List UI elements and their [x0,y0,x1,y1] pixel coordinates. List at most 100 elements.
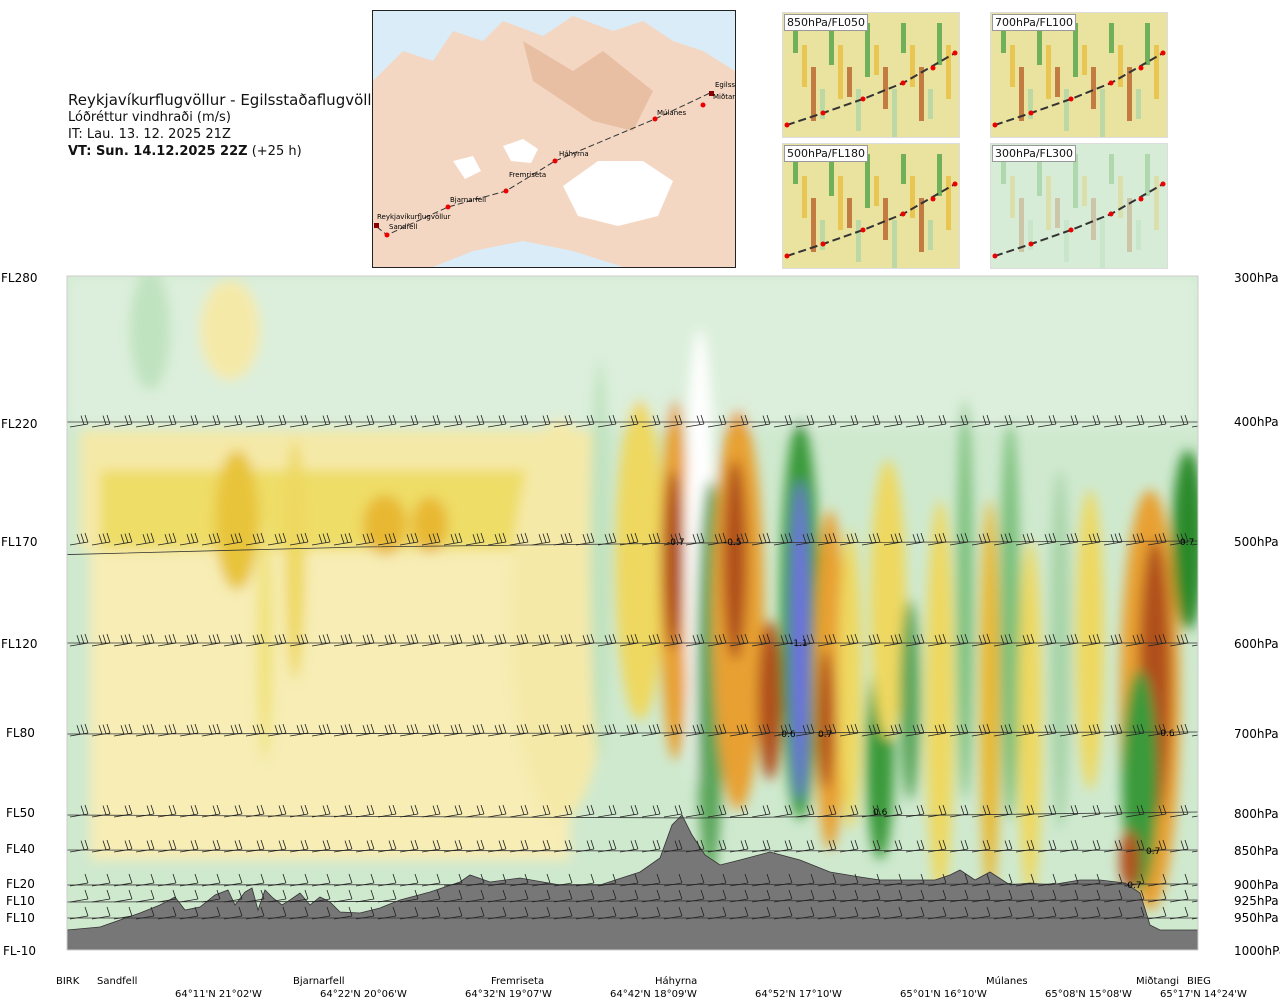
panel-streak [829,154,834,196]
wind-barb [201,633,221,647]
wind-barb [971,723,991,737]
wind-barb [575,723,595,737]
fl-label: FL-10 [3,944,36,958]
wind-barb [135,414,155,428]
panel-station-marker [992,253,998,259]
panel-streak [1037,23,1042,65]
wind-barb [1169,839,1189,853]
wind-barb [839,633,859,647]
wind-barb [113,873,133,887]
wind-barb [817,633,837,647]
hpa-label: 600hPa [1234,637,1279,651]
wind-barb [333,906,353,920]
wind-barb [531,723,551,737]
map-label-fremriseta: Fremriseta [509,171,546,179]
panel-streak [847,67,852,97]
wind-barb [905,839,925,853]
wind-barb [1169,906,1189,920]
contour-label: -1.1 [790,639,808,649]
wind-barb [729,633,749,647]
waypoint-label: Háhyrna [655,975,697,987]
wind-barb [993,723,1013,737]
panel-streak [928,89,933,119]
wind-barb [1125,532,1145,546]
panel-station-marker [900,80,906,86]
wind-barb [773,532,793,546]
coordinate-label: 64°22'N 20°06'W [320,989,407,1000]
wind-barb [861,839,881,853]
wind-barb [421,532,441,546]
wind-barb [377,889,397,903]
wind-barb [69,532,89,546]
wind-barb [421,723,441,737]
wind-barb [707,839,727,853]
wind-barb [575,532,595,546]
wind-barb [267,906,287,920]
hpa-label: 500hPa [1234,535,1279,549]
wind-barb [729,873,749,887]
wind-barb [927,414,947,428]
wind-barb [267,839,287,853]
wind-barb [927,804,947,818]
wind-barb [1125,414,1145,428]
wind-barb [575,906,595,920]
title-block: Reykjavíkurflugvöllur - Egilsstaðaflugvö… [68,92,387,160]
cross-section-chart: -0.7 -0.5 -1.1 -0.6 0.7 0.6 0.7 -0.6 0.7… [1,271,1280,1000]
issue-time: IT: Lau. 13. 12. 2025 21Z [68,127,231,142]
panel-streak [802,45,807,87]
wind-barb [223,804,243,818]
wind-barb [421,633,441,647]
route-map-svg: Reykjavíkurflugvöllur Sandfell Bjarnarfe… [373,11,735,267]
panel-streak [1019,67,1024,121]
wind-barb [201,804,221,818]
wind-barb [927,889,947,903]
panel-500hpa-label: 500hPa/FL180 [784,145,869,162]
wind-barb [333,723,353,737]
wind-barb [465,633,485,647]
wind-barb [531,804,551,818]
wind-barb [487,633,507,647]
wind-barb [443,839,463,853]
wind-barb [1037,633,1057,647]
panel-streak [937,23,942,65]
panel-streak [793,23,798,53]
wind-barb [1191,900,1198,903]
panel-streak [1064,220,1069,262]
wind-barb [487,906,507,920]
wind-barb [773,889,793,903]
wind-barb [1081,889,1101,903]
wind-barb [509,889,529,903]
wind-barb [839,804,859,818]
panel-station-marker [784,253,790,259]
map-label-sandfell: Sandfell [389,223,417,231]
hpa-label: 800hPa [1234,807,1279,821]
map-station-markers [374,91,714,238]
panel-streak [1118,176,1123,218]
fl-label: FL220 [1,417,38,431]
panel-streak [1046,45,1051,99]
wind-barb [135,532,155,546]
wind-barb [157,723,177,737]
wind-barb [1147,889,1167,903]
wind-barb [1147,633,1167,647]
wind-barb [641,414,661,428]
wind-barb [729,804,749,818]
wind-barb [1103,633,1123,647]
wind-barb [267,414,287,428]
wind-barb [927,532,947,546]
wind-barb [157,889,177,903]
coordinate-label: 64°32'N 19°07'W [465,989,552,1000]
wind-barb [883,414,903,428]
wind-barb [245,906,265,920]
wind-barb [465,723,485,737]
wind-barb [751,889,771,903]
panel-station-marker [820,110,826,116]
fl-label: FL10 [6,894,35,908]
panel-streak [1091,67,1096,109]
panel-streak [1073,23,1078,77]
wind-barb [487,723,507,737]
coordinate-label: 64°42'N 18°09'W [610,989,697,1000]
wind-barb [245,873,265,887]
wind-barb [905,889,925,903]
wind-barb [993,889,1013,903]
